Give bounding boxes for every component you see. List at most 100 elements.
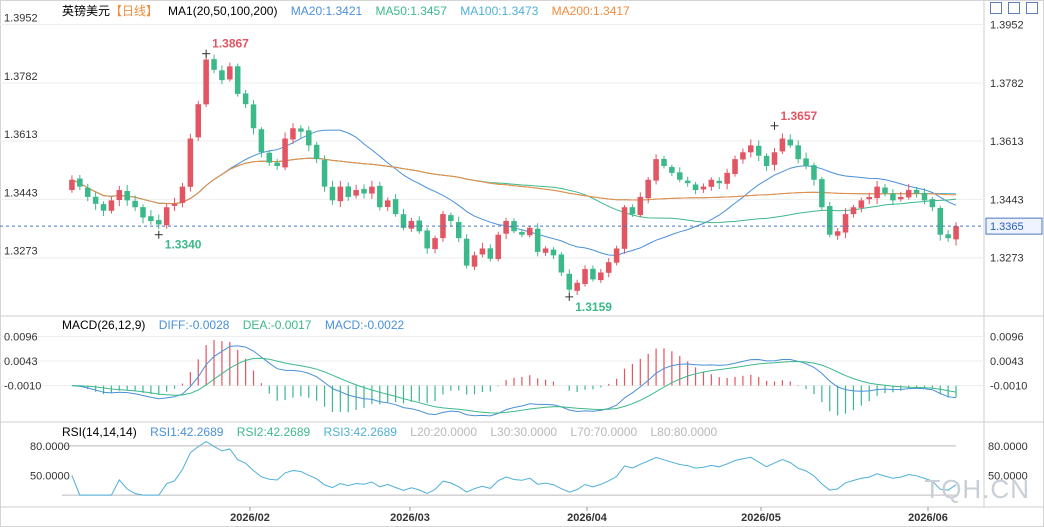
candle-body (164, 207, 170, 225)
candle-body (914, 190, 920, 194)
rsi-level-80: L80:80.0000 (651, 425, 718, 439)
candle-body (906, 190, 912, 197)
candle-body (874, 187, 880, 198)
candle-body (582, 269, 588, 284)
macd-diff: DIFF:-0.0028 (159, 318, 230, 332)
candle-body (117, 190, 123, 200)
watermark: TQH.CN (924, 474, 1030, 505)
macd-value: MACD:-0.0022 (325, 318, 404, 332)
candle-body (709, 180, 715, 187)
macd-tick-label-left: 0.0043 (4, 356, 38, 368)
last-price-label: 1.3365 (990, 221, 1024, 233)
candle-body (645, 180, 651, 198)
candle-body (890, 193, 896, 200)
candle-body (338, 187, 344, 202)
ma200-value: MA200:1.3417 (552, 4, 630, 18)
candle-body (211, 59, 217, 70)
rsi-label[interactable]: RSI(14,14,14) (62, 425, 137, 439)
candle-body (527, 228, 533, 235)
candle-body (203, 60, 209, 105)
candle-body (795, 145, 801, 159)
candle-body (653, 159, 659, 180)
candle-body (330, 187, 336, 201)
candle-body (409, 221, 415, 229)
candle-body (101, 204, 107, 211)
candle-body (590, 269, 596, 280)
candle-body (566, 274, 572, 290)
candle-body (322, 160, 328, 187)
candle-body (724, 173, 730, 184)
candle-body (251, 104, 257, 128)
candle-body (519, 232, 525, 235)
settings-icon[interactable] (1026, 2, 1038, 14)
candle-body (132, 201, 138, 207)
price-tick-label-left: 1.3273 (4, 246, 38, 258)
candle-body (180, 187, 186, 203)
chart-tools (990, 2, 1038, 14)
candle-body (559, 254, 565, 272)
candle-body (219, 70, 225, 80)
candle-body (685, 181, 691, 184)
rsi-tick-label-right: 80.0000 (988, 441, 1028, 453)
candle-body (819, 179, 825, 207)
candle-body (464, 239, 470, 266)
candle-body (788, 140, 794, 146)
price-tick-label-left: 1.3613 (4, 129, 38, 141)
macd-tick-label-left: -0.0010 (4, 381, 41, 393)
candle-body (851, 207, 857, 214)
candle-body (156, 220, 162, 224)
candle-body (630, 207, 636, 214)
candle-body (843, 214, 849, 232)
candle-body (574, 283, 580, 291)
candle-body (811, 165, 817, 180)
candle-body (195, 104, 201, 137)
price-header: 英镑美元【日线】 MA1(20,50,100,200) MA20:1.3421 M… (62, 2, 640, 19)
candle-body (480, 248, 486, 254)
candle-body (535, 229, 541, 252)
candle-body (543, 248, 549, 252)
price-tick-label-left: 1.3782 (4, 71, 38, 83)
macd-header: MACD(26,12,9) DIFF:-0.0028 DEA:-0.0017 M… (62, 318, 414, 332)
macd-label[interactable]: MACD(26,12,9) (62, 318, 145, 332)
x-tick-label: 2026/06 (908, 512, 948, 524)
layout-icon[interactable] (1008, 2, 1020, 14)
candle-body (282, 139, 288, 168)
rsi-tick-label-left: 80.0000 (30, 441, 70, 453)
candle-body (259, 129, 265, 152)
symbol-title: 英镑美元 (62, 4, 110, 18)
candle-body (716, 181, 722, 183)
candle-body (780, 139, 786, 152)
candle-body (377, 186, 383, 207)
ma-settings-label[interactable]: MA1(20,50,100,200) (168, 4, 277, 18)
price-tick-label-left: 1.3952 (4, 12, 38, 24)
period-label[interactable]: 【日线】 (110, 4, 158, 18)
candle-body (827, 206, 833, 235)
candle-body (448, 215, 454, 221)
rsi-line (72, 442, 956, 496)
x-tick-label: 2026/03 (390, 512, 430, 524)
candle-body (488, 248, 494, 258)
candle-body (109, 200, 115, 210)
candle-body (772, 152, 778, 165)
candle-body (274, 163, 280, 166)
grid-icon[interactable] (990, 2, 1002, 14)
annotation-label: 1.3867 (212, 37, 249, 51)
price-tick-label-left: 1.3443 (4, 187, 38, 199)
candle-body (677, 172, 683, 179)
rsi-level-70: L70:70.0000 (570, 425, 637, 439)
macd-tick-label-right: 0.0043 (990, 356, 1024, 368)
x-tick-label: 2026/02 (230, 512, 270, 524)
price-tick-label-right: 1.3952 (990, 19, 1024, 31)
candle-body (243, 93, 249, 104)
candle-body (314, 145, 320, 159)
candle-body (148, 216, 154, 221)
annotation-label: 1.3340 (165, 238, 202, 252)
candle-body (701, 187, 707, 190)
candle-body (859, 200, 865, 208)
candle-body (898, 197, 904, 199)
ma50-value: MA50:1.3457 (376, 4, 447, 18)
candle-body (953, 226, 959, 239)
candle-body (140, 207, 146, 217)
price-tick-label-right: 1.3443 (990, 194, 1024, 206)
